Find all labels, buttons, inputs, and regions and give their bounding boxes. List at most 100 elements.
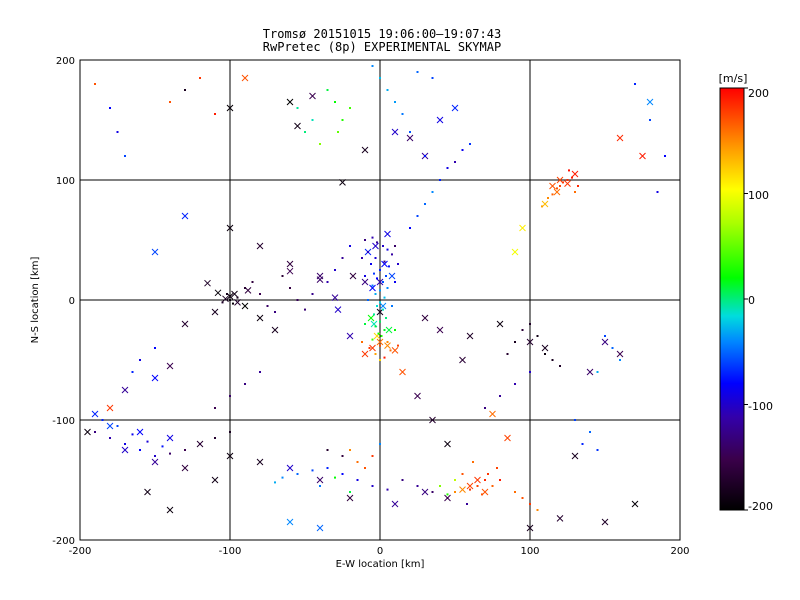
data-point-x	[639, 152, 646, 160]
data-point-x	[429, 416, 436, 424]
data-point-x	[384, 342, 391, 349]
data-point-x	[286, 267, 294, 275]
data-point-x	[361, 278, 369, 286]
data-point-dot	[386, 89, 389, 91]
data-point-x	[339, 179, 346, 186]
data-point-dot	[376, 305, 378, 307]
data-point-dot	[368, 347, 371, 349]
data-point-dot	[461, 149, 464, 151]
data-point-dot	[364, 275, 366, 277]
data-point-dot	[382, 281, 384, 283]
grid-lines	[80, 60, 680, 540]
data-point-dot	[337, 131, 339, 133]
data-point-x	[553, 188, 561, 196]
data-point-dot	[169, 452, 171, 455]
data-point-x	[564, 180, 571, 187]
data-point-dot	[373, 313, 375, 316]
data-point-dot	[199, 443, 201, 445]
data-point-dot	[589, 431, 591, 433]
data-point-dot	[226, 293, 228, 295]
data-point-x	[459, 486, 466, 493]
data-point-dot	[385, 275, 387, 277]
data-point-dot	[431, 191, 434, 193]
data-point-dot	[536, 335, 539, 337]
data-point-dot	[371, 338, 374, 341]
data-point-dot	[221, 301, 224, 304]
data-point-x	[391, 500, 399, 508]
data-point-dot	[341, 119, 344, 121]
data-point-dot	[514, 491, 516, 493]
data-point-dot	[446, 167, 449, 169]
data-point-dot	[514, 383, 516, 385]
data-point-dot	[364, 467, 366, 469]
data-point-x	[241, 302, 249, 310]
data-point-dot	[416, 71, 419, 73]
data-point-x	[388, 272, 396, 280]
data-point-dot	[446, 493, 449, 496]
data-point-x	[399, 368, 406, 376]
data-point-x	[549, 182, 556, 190]
data-point-x	[372, 242, 379, 250]
colorbar-tick-label: 100	[748, 189, 769, 202]
data-point-dot	[371, 485, 374, 487]
data-point-x	[309, 92, 316, 100]
data-point-dot	[296, 107, 299, 109]
data-point-dot	[454, 479, 456, 481]
data-point-dot	[311, 119, 314, 121]
data-point-x	[361, 350, 369, 358]
data-point-dot	[266, 305, 269, 307]
chart-title: Tromsø 20151015 19:06:00–19:07:43	[262, 27, 502, 41]
data-point-dot	[481, 493, 483, 496]
data-point-dot	[229, 299, 231, 301]
data-point-x	[151, 248, 159, 256]
data-point-dot	[487, 473, 489, 475]
data-point-dot	[382, 308, 384, 311]
data-point-dot	[536, 509, 539, 511]
data-point-dot	[101, 419, 104, 421]
data-point-x	[616, 134, 624, 142]
data-point-x	[256, 242, 264, 250]
data-point-x	[286, 260, 294, 268]
data-point-dot	[94, 431, 96, 433]
data-point-x	[334, 306, 342, 313]
data-point-x	[631, 500, 639, 508]
data-point-dot	[364, 239, 366, 241]
data-point-dot	[611, 347, 614, 349]
data-point-x	[121, 386, 129, 394]
data-point-dot	[431, 491, 434, 493]
x-axis-label: E-W location [km]	[336, 559, 425, 570]
data-point-dot	[379, 359, 381, 361]
data-point-x	[414, 392, 421, 400]
data-point-dot	[94, 83, 96, 85]
data-point-x	[391, 347, 399, 354]
data-point-dot	[131, 371, 134, 373]
data-point-x	[181, 212, 189, 220]
data-point-dot	[229, 395, 231, 397]
data-point-x	[379, 302, 387, 310]
data-point-x	[316, 524, 324, 532]
data-point-dot	[380, 335, 383, 337]
data-point-dot	[361, 257, 363, 259]
data-point-dot	[424, 155, 426, 157]
data-point-dot	[370, 263, 372, 265]
data-point-x	[121, 446, 129, 454]
data-point-x	[541, 344, 549, 352]
data-point-dot	[304, 308, 306, 311]
data-point-x	[226, 224, 234, 232]
data-point-dot	[236, 296, 239, 299]
data-point-dot	[439, 485, 441, 487]
data-point-dot	[506, 353, 509, 355]
data-point-dot	[371, 236, 374, 239]
data-point-dot	[383, 329, 386, 331]
data-point-dot	[341, 257, 344, 259]
data-point-dot	[409, 131, 411, 133]
data-point-x	[406, 134, 414, 142]
data-point-dot	[461, 473, 464, 475]
data-point-dot	[214, 113, 216, 115]
data-point-x	[616, 350, 624, 358]
data-point-dot	[454, 491, 456, 493]
data-point-dot	[541, 205, 543, 208]
data-point-x	[226, 452, 234, 460]
data-point-x	[286, 98, 294, 106]
